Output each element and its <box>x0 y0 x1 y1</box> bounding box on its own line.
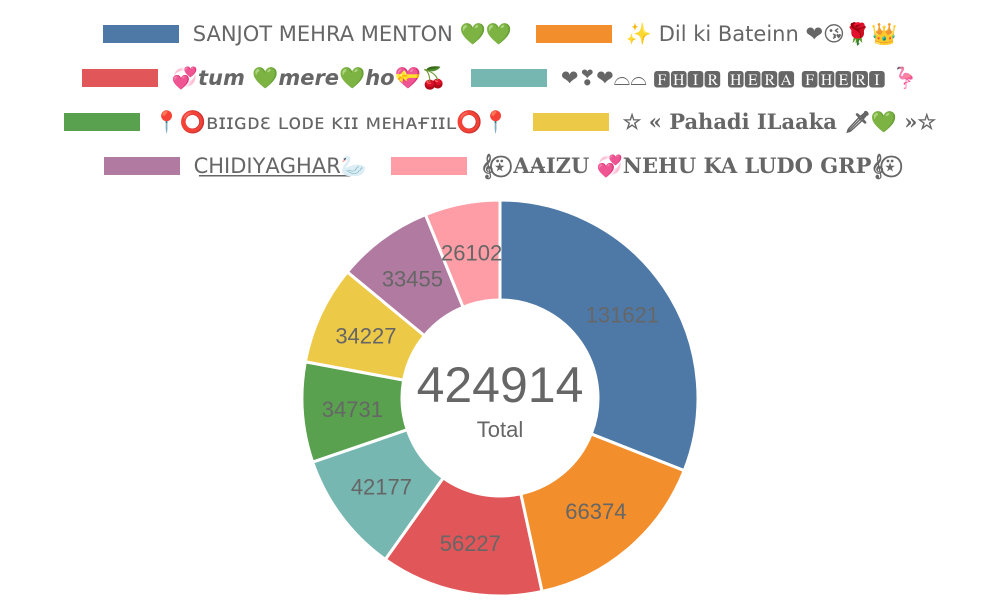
legend-swatch <box>390 157 467 175</box>
total-label: Total <box>477 417 523 442</box>
legend-label: 𝄞⍣⃝ AA̶IZU 💞NEHU KA LUDO GRP𝄞⍣⃝ <box>480 153 897 178</box>
slice-value-label: 34227 <box>335 323 396 348</box>
legend-label: C͟H͟I͟D͟I͟Y͟A͟G͟H͟A͟R͟🦢 <box>193 154 367 178</box>
slice-value-label: 66374 <box>565 499 626 524</box>
donut-slice-labels: 131621 66374 56227 42177 34731 34227 334552610… <box>322 241 659 556</box>
legend-row-3: 📍⭕ʙɪɪɢᴅɛ ʟᴏᴅᴇ ᴋɪɪ ᴍᴇʜᴀғɪɪʟ⭕📍 ☆ « Pahadi … <box>0 100 1000 144</box>
legend-swatch <box>532 113 609 131</box>
legend-item[interactable]: 📍⭕ʙɪɪɢᴅɛ ʟᴏᴅᴇ ᴋɪɪ ᴍᴇʜᴀғɪɪʟ⭕📍 <box>63 110 509 134</box>
legend-row-1: SANJOT MEHRA MENTON 💚💚 ✨ Dil ki Bateinn … <box>0 12 1000 56</box>
legend-item[interactable]: ✨ Dil ki Bateinn ❤😘🌹👑 <box>535 22 898 46</box>
legend-swatch <box>103 157 180 175</box>
legend-label: 💞𝙩𝙪𝙢 💚𝙢𝙚𝙧𝙚💚𝙝𝙤💝🍒 <box>171 65 447 90</box>
slice-value-label: 26102 <box>441 241 502 266</box>
legend-item[interactable]: ☆ « Pahadi ILaaka 🗡💚 »☆ <box>532 109 937 134</box>
legend-swatch <box>81 69 158 87</box>
legend-label: ❤❣❤⌓⌓ 🅵🅷🅸🆁 🅷🅴🆁🅰 🅵🅷🅴🆁🅸 🦩 <box>560 66 919 90</box>
legend-label: SANJOT MEHRA MENTON 💚💚 <box>192 22 512 46</box>
legend-item[interactable]: C͟H͟I͟D͟I͟Y͟A͟G͟H͟A͟R͟🦢 <box>103 154 367 178</box>
donut-slices <box>300 198 700 598</box>
total-value: 424914 <box>417 357 584 413</box>
legend-label: ✨ Dil ki Bateinn ❤😘🌹👑 <box>625 22 898 46</box>
donut-slice[interactable] <box>498 198 700 473</box>
legend-swatch <box>535 25 612 43</box>
slice-value-label: 131621 <box>586 303 659 328</box>
legend-row-2: 💞𝙩𝙪𝙢 💚𝙢𝙚𝙧𝙚💚𝙝𝙤💝🍒 ❤❣❤⌓⌓ 🅵🅷🅸🆁 🅷🅴🆁🅰 🅵🅷🅴🆁🅸 🦩 <box>0 56 1000 100</box>
chart-legend: SANJOT MEHRA MENTON 💚💚 ✨ Dil ki Bateinn … <box>0 12 1000 188</box>
legend-item[interactable]: 𝄞⍣⃝ AA̶IZU 💞NEHU KA LUDO GRP𝄞⍣⃝ <box>390 153 897 178</box>
legend-row-4: C͟H͟I͟D͟I͟Y͟A͟G͟H͟A͟R͟🦢 𝄞⍣⃝ AA̶IZU 💞NEHU… <box>0 144 1000 188</box>
donut-slice[interactable] <box>423 198 502 310</box>
legend-swatch <box>63 113 140 131</box>
legend-item[interactable]: 💞𝙩𝙪𝙢 💚𝙢𝙚𝙧𝙚💚𝙝𝙤💝🍒 <box>81 65 447 90</box>
legend-item[interactable]: SANJOT MEHRA MENTON 💚💚 <box>102 22 512 46</box>
legend-swatch <box>102 25 179 43</box>
slice-value-label: 33455 <box>382 267 443 292</box>
legend-label: 📍⭕ʙɪɪɢᴅɛ ʟᴏᴅᴇ ᴋɪɪ ᴍᴇʜᴀғɪɪʟ⭕📍 <box>153 110 509 134</box>
slice-value-label: 34731 <box>322 397 383 422</box>
slice-value-label: 42177 <box>351 475 412 500</box>
legend-swatch <box>470 69 547 87</box>
slice-value-label: 56227 <box>440 531 501 556</box>
legend-item[interactable]: ❤❣❤⌓⌓ 🅵🅷🅸🆁 🅷🅴🆁🅰 🅵🅷🅴🆁🅸 🦩 <box>470 66 919 90</box>
legend-label: ☆ « Pahadi ILaaka 🗡💚 »☆ <box>622 109 937 134</box>
donut-slice[interactable] <box>519 431 687 594</box>
donut-slice[interactable] <box>383 475 544 598</box>
